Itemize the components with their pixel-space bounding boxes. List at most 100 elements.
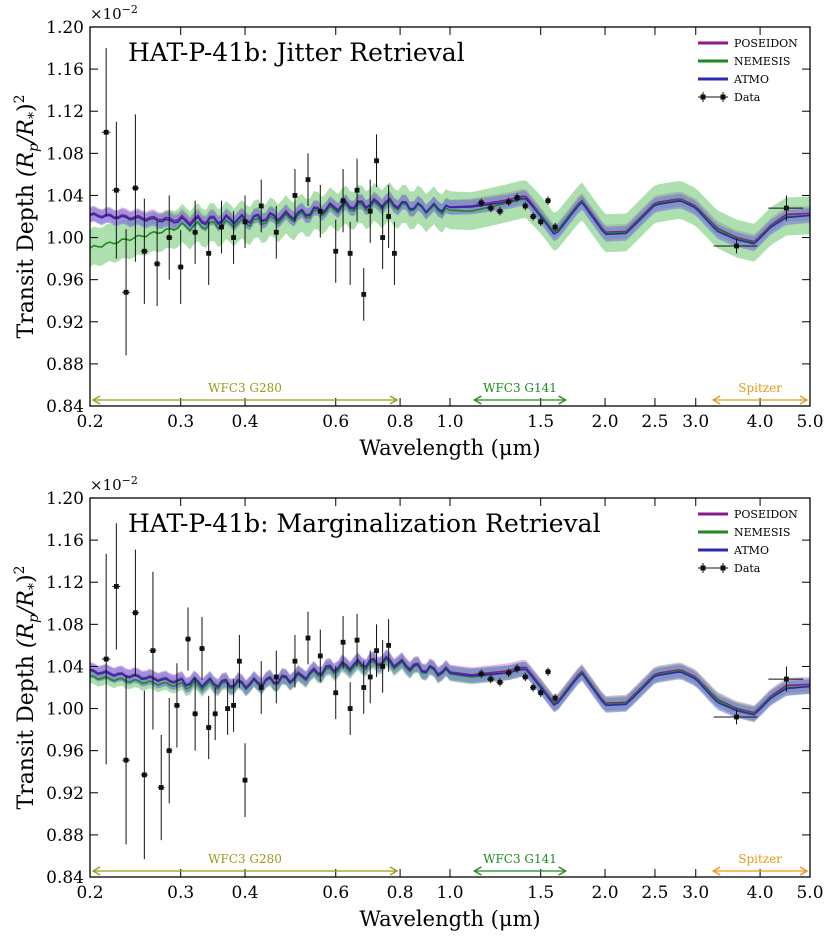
data-point xyxy=(258,661,264,714)
data-marker xyxy=(488,205,494,211)
data-point xyxy=(347,221,353,285)
data-point xyxy=(157,734,165,841)
x-tick-label: 2.5 xyxy=(641,412,668,432)
range-label: Spitzer xyxy=(738,381,782,395)
data-marker xyxy=(103,129,109,135)
x-tick-label: 4.0 xyxy=(747,412,774,432)
y-tick-label: 0.88 xyxy=(46,826,84,846)
data-marker xyxy=(166,748,172,754)
data-marker xyxy=(132,185,138,191)
x-tick-label: 2.5 xyxy=(641,883,668,903)
legend-label: POSEIDON xyxy=(734,37,798,50)
data-marker xyxy=(354,187,360,193)
data-point xyxy=(496,678,504,687)
chart-title: HAT-P-41b: Jitter Retrieval xyxy=(128,38,465,67)
data-marker xyxy=(784,676,789,682)
plot-area xyxy=(90,48,810,356)
data-point xyxy=(552,222,558,232)
y-tick-label: 1.00 xyxy=(46,229,84,249)
data-point xyxy=(212,687,218,741)
y-tick-label: 1.08 xyxy=(46,615,84,635)
legend-item-poseidon: POSEIDON xyxy=(698,37,798,50)
data-marker xyxy=(530,685,536,690)
data-marker xyxy=(192,229,198,235)
data-marker xyxy=(361,685,367,690)
data-point xyxy=(487,674,495,684)
data-point xyxy=(192,200,198,264)
data-point xyxy=(522,672,529,682)
data-point xyxy=(340,615,346,669)
x-tick-label: 0.3 xyxy=(167,883,194,903)
data-marker xyxy=(514,195,520,200)
x-tick-label: 1.0 xyxy=(436,412,463,432)
data-marker xyxy=(734,714,739,720)
data-point xyxy=(305,611,311,665)
annotation-wfc3-g280: WFC3 G280 xyxy=(91,852,399,876)
y-tick-label: 1.12 xyxy=(46,102,84,122)
data-point xyxy=(354,613,360,667)
data-marker xyxy=(347,250,353,256)
data-marker xyxy=(545,669,551,675)
data-point xyxy=(530,683,537,692)
range-label: WFC3 G280 xyxy=(208,381,282,395)
arrow-right xyxy=(558,395,568,405)
chart-title: HAT-P-41b: Marginalization Retrieval xyxy=(128,509,601,538)
data-point xyxy=(153,221,161,306)
data-marker xyxy=(141,772,147,778)
data-point xyxy=(292,169,298,222)
data-marker xyxy=(305,177,311,183)
data-marker xyxy=(212,711,218,717)
data-point xyxy=(273,650,279,704)
y-tick-label: 0.84 xyxy=(46,868,84,888)
y-tick-label: 0.84 xyxy=(46,397,84,417)
data-point xyxy=(477,198,486,208)
data-point xyxy=(177,230,184,304)
legend-item-data: Data xyxy=(698,91,761,104)
data-marker xyxy=(273,674,279,680)
y-tick-label: 1.00 xyxy=(46,700,84,720)
data-marker xyxy=(231,235,236,240)
data-marker xyxy=(340,198,346,204)
arrow-right xyxy=(389,395,399,405)
data-point xyxy=(242,743,248,817)
x-tick-label: 3.0 xyxy=(682,412,709,432)
data-marker xyxy=(361,292,367,297)
data-point xyxy=(380,205,386,270)
data-marker xyxy=(538,690,544,696)
x-tick-label: 0.3 xyxy=(167,412,194,432)
data-point xyxy=(112,523,121,650)
y-multiplier: ×10−2 xyxy=(90,474,138,494)
data-marker xyxy=(192,711,198,717)
y-tick-label: 1.16 xyxy=(46,531,84,551)
data-point xyxy=(713,709,758,725)
data-point xyxy=(386,184,392,249)
line-atmo xyxy=(90,656,810,716)
data-marker xyxy=(367,208,373,214)
data-point xyxy=(333,219,339,283)
data-point xyxy=(192,676,198,751)
x-tick-label: 0.2 xyxy=(76,412,103,432)
data-point xyxy=(166,195,173,280)
data-marker xyxy=(386,642,392,648)
y-multiplier: ×10−2 xyxy=(90,3,138,23)
data-point xyxy=(199,616,205,681)
data-point xyxy=(333,666,339,720)
data-point xyxy=(140,198,148,304)
data-point xyxy=(386,619,392,672)
y-tick-label: 0.92 xyxy=(46,784,84,804)
legend-item-nemesis: NEMESIS xyxy=(698,55,790,68)
data-point xyxy=(112,121,121,259)
x-tick-label: 0.6 xyxy=(322,412,349,432)
data-marker xyxy=(158,785,164,790)
y-tick-label: 1.04 xyxy=(46,657,84,677)
x-tick-label: 0.6 xyxy=(322,883,349,903)
data-marker xyxy=(522,203,528,209)
data-point xyxy=(340,169,346,233)
data-point xyxy=(505,668,513,677)
line-nemesis xyxy=(90,198,810,249)
arrow-left xyxy=(91,866,101,876)
data-marker xyxy=(530,214,536,219)
data-marker xyxy=(552,695,558,701)
data-marker xyxy=(374,648,379,654)
data-marker xyxy=(478,200,484,206)
